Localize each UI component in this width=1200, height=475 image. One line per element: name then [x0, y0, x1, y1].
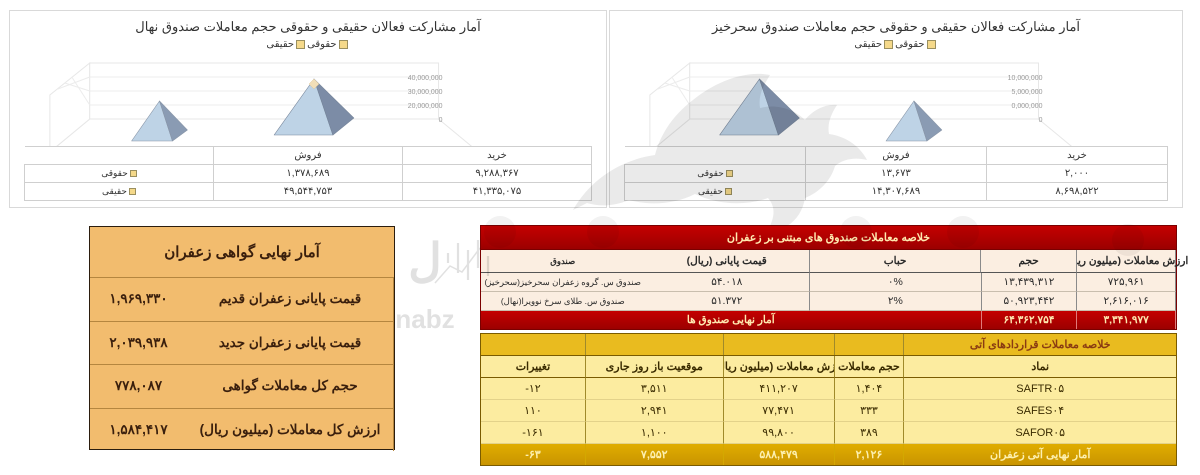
svg-text:0: 0 — [439, 117, 443, 124]
svg-text:0: 0 — [1039, 117, 1043, 124]
svg-text:0,000,000: 0,000,000 — [1012, 103, 1043, 110]
svg-text:10,000,000: 10,000,000 — [1008, 75, 1043, 82]
svg-text:nabz: nabz — [395, 304, 454, 334]
svg-text:5,000,000: 5,000,000 — [1012, 89, 1043, 96]
svg-text:30,000,000: 30,000,000 — [408, 89, 443, 96]
svg-text:40,000,000: 40,000,000 — [408, 75, 443, 82]
svg-text:20,000,000: 20,000,000 — [408, 103, 443, 110]
svg-text:ل: ل — [408, 234, 441, 286]
